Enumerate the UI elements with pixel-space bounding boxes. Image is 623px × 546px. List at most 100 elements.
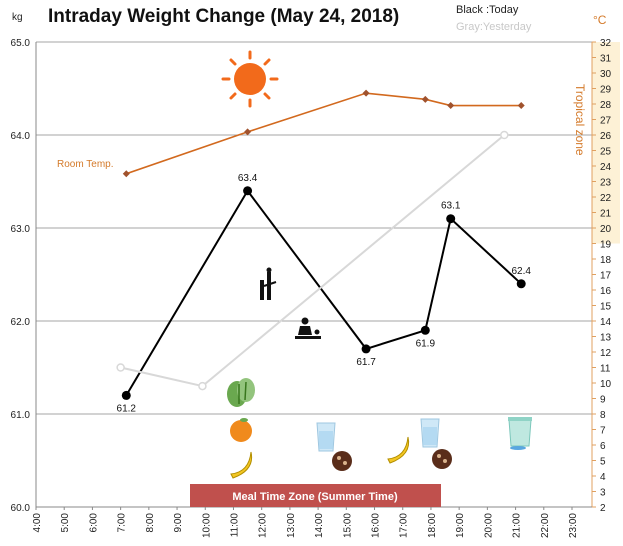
x-tick-label: 18:00 [427, 513, 438, 538]
chocolate-icon [332, 451, 352, 471]
legend-yesterday: Gray:Yesterday [456, 21, 532, 33]
x-tick-labels: 4:00 5:00 6:00 7:00 8:00 9:00 10:00 11:00 12:00 1… [32, 507, 579, 538]
drink-cup-icon [508, 417, 532, 450]
banana-icon [230, 451, 253, 479]
right-tick-label: 9 [600, 395, 606, 406]
x-tick-label: 20:00 [483, 513, 494, 538]
right-tick-label: 32 [600, 38, 612, 49]
right-tick-label: 22 [600, 193, 612, 204]
data-label: 61.2 [117, 403, 137, 414]
right-tick-label: 8 [600, 410, 606, 421]
right-tick-label: 5 [600, 457, 606, 468]
yesterday-point [198, 381, 207, 391]
water-glass-icon [420, 418, 440, 448]
exercise-icon [260, 267, 277, 300]
left-tick-label: 62.0 [11, 317, 31, 328]
x-tick-label: 12:00 [258, 513, 269, 538]
x-tick-label: 8:00 [145, 513, 156, 533]
right-tick-label: 27 [600, 116, 612, 127]
right-tick-label: 20 [600, 224, 612, 235]
x-tick-label: 11:00 [229, 513, 240, 538]
sitting-icon [295, 317, 321, 339]
yesterday-point [116, 363, 125, 372]
right-tick-label: 3 [600, 488, 606, 499]
room-temp-point [447, 102, 455, 110]
right-tick-label: 12 [600, 348, 612, 359]
x-tick-label: 15:00 [342, 513, 353, 538]
x-tick-label: 19:00 [455, 513, 466, 538]
left-tick-label: 60.0 [11, 503, 31, 514]
data-label: 63.1 [441, 201, 461, 212]
left-unit-label: kg [12, 12, 23, 23]
meal-time-band-label: Meal Time Zone (Summer Time) [232, 491, 398, 503]
right-tick-label: 29 [600, 85, 612, 96]
today-point [420, 325, 430, 335]
right-tick-label: 17 [600, 271, 612, 282]
series-line-today [125, 189, 522, 396]
right-tick-label: 30 [600, 69, 612, 80]
banana-icon [387, 436, 410, 464]
room-temp-point [362, 89, 370, 97]
x-tick-label: 5:00 [60, 513, 71, 533]
right-tick-label: 18 [600, 255, 612, 266]
room-temp-point [244, 128, 252, 136]
right-tick-label: 26 [600, 131, 612, 142]
right-tick-label: 15 [600, 302, 612, 313]
right-unit-label: °C [593, 13, 607, 27]
x-tick-label: 9:00 [173, 513, 184, 533]
x-tick-label: 14:00 [314, 513, 325, 538]
data-label: 63.4 [238, 173, 258, 184]
data-label-layer: 61.2 63.4 61.7 61.9 63.1 62.4 [117, 173, 532, 415]
x-tick-label: 21:00 [512, 513, 523, 538]
right-tick-label: 31 [600, 54, 612, 65]
right-tick-label: 6 [600, 441, 606, 452]
right-tick-label: 23 [600, 178, 612, 189]
left-tick-labels: 60.0 61.0 62.0 63.0 64.0 65.0 [11, 38, 31, 514]
x-tick-label: 4:00 [32, 513, 43, 533]
left-tick-label: 65.0 [11, 38, 31, 49]
yesterday-point [500, 130, 509, 140]
right-tick-label: 10 [600, 379, 612, 390]
gridlines [36, 41, 592, 415]
x-tick-label: 7:00 [117, 513, 128, 533]
right-tick-label: 14 [600, 317, 612, 328]
room-temp-point [421, 95, 429, 103]
water-glass-icon [316, 422, 336, 452]
x-tick-label: 16:00 [371, 513, 382, 538]
x-tick-label: 22:00 [540, 513, 551, 538]
today-point [361, 344, 371, 354]
x-tick-label: 6:00 [88, 513, 99, 533]
data-label: 61.9 [416, 338, 436, 349]
orange-icon [230, 418, 252, 442]
room-temp-point [517, 102, 525, 110]
left-tick-label: 64.0 [11, 131, 31, 142]
legend-today: Black :Today [456, 4, 519, 16]
data-label: 62.4 [511, 266, 531, 277]
series-line-yesterday [120, 134, 505, 388]
room-temp-point [122, 170, 130, 178]
right-tick-label: 4 [600, 472, 606, 483]
right-tick-label: 11 [600, 364, 611, 375]
right-tick-label: 19 [600, 240, 612, 251]
right-tick-labels: 2345678910111213141516171819202122232425… [592, 38, 612, 514]
chocolate-icon [432, 449, 452, 469]
right-tick-label: 7 [600, 426, 606, 437]
x-tick-label: 13:00 [286, 513, 297, 538]
today-point [243, 186, 253, 196]
right-tick-label: 16 [600, 286, 612, 297]
x-tick-label: 23:00 [568, 513, 579, 538]
right-tick-label: 13 [600, 333, 612, 344]
chart-title: Intraday Weight Change (May 24, 2018) [48, 6, 399, 27]
tropical-zone-label: Tropical zone [573, 84, 587, 156]
right-tick-label: 24 [600, 162, 612, 173]
series-layer [116, 89, 526, 400]
today-point [446, 214, 456, 224]
data-label: 61.7 [356, 357, 376, 368]
right-tick-label: 25 [600, 147, 612, 158]
x-tick-label: 17:00 [399, 513, 410, 538]
left-tick-label: 63.0 [11, 224, 31, 235]
today-point [121, 390, 131, 400]
tropical-zone-band [592, 42, 620, 244]
right-tick-label: 28 [600, 100, 612, 111]
